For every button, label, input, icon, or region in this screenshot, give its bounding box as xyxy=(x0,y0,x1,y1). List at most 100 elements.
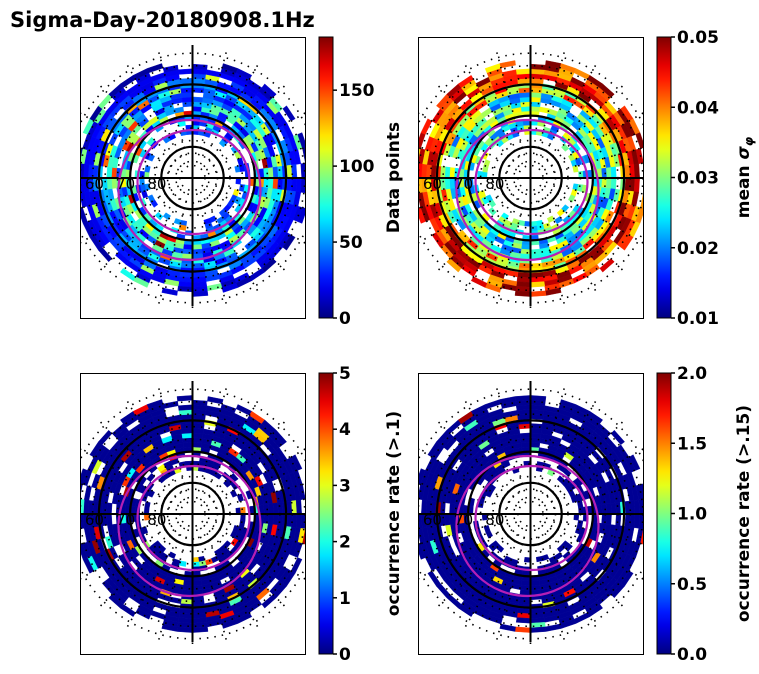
colorbar-tick-label: 150 xyxy=(339,81,375,101)
heatmap-cell xyxy=(520,584,531,591)
colorbar-label: Data points xyxy=(384,122,404,233)
heatmap-cell xyxy=(539,106,550,114)
heatmap-cell xyxy=(182,248,193,255)
heatmap-cell xyxy=(643,163,649,179)
heatmap-cell xyxy=(80,513,85,530)
heatmap-cell xyxy=(80,207,88,224)
heatmap-cell xyxy=(418,162,423,179)
heatmap-cell xyxy=(235,68,253,80)
heatmap-cell xyxy=(144,165,151,173)
heatmap-cell xyxy=(519,432,531,439)
heatmap-cell xyxy=(499,60,516,69)
heatmap-cell xyxy=(74,163,80,179)
heatmap-cell xyxy=(80,177,85,194)
heatmap-cell xyxy=(446,594,462,609)
heatmap-cell xyxy=(305,163,311,179)
heatmap-cell xyxy=(305,514,311,530)
heatmap-cell xyxy=(146,63,164,74)
heatmap-cell xyxy=(161,287,178,296)
plot-area: 60 70 80 xyxy=(74,379,311,649)
heatmap-cell xyxy=(192,561,200,568)
latitude-label: 80 xyxy=(485,175,504,193)
heatmap-cell xyxy=(176,395,193,402)
heatmap-cell xyxy=(182,101,193,108)
heatmap-cell xyxy=(444,166,451,179)
heatmap-cell xyxy=(587,411,603,424)
heatmap-cell xyxy=(192,626,209,633)
plot-area: 60 70 80 xyxy=(412,43,649,313)
colorbar-tick-label: 2.0 xyxy=(677,364,707,384)
heatmap-cell xyxy=(599,83,615,98)
heatmap-cell xyxy=(515,617,531,624)
latitude-label: 60 xyxy=(85,511,104,529)
heatmap-cell xyxy=(74,514,80,530)
heatmap-cell xyxy=(240,506,246,515)
axes-frame xyxy=(80,37,306,319)
heatmap-cell xyxy=(161,623,178,632)
axes-frame xyxy=(418,373,644,655)
heatmap-cell xyxy=(568,194,576,203)
heatmap-cell xyxy=(221,282,239,293)
heatmap-cell xyxy=(412,163,418,179)
heatmap-cell xyxy=(295,499,302,515)
heatmap-cell xyxy=(80,483,83,499)
heatmap-cell xyxy=(606,513,612,525)
heatmap-cell xyxy=(177,286,193,293)
heatmap-cell xyxy=(192,399,208,406)
heatmap-cell xyxy=(192,427,204,434)
heatmap-cell xyxy=(499,623,516,632)
heatmap-cell xyxy=(572,272,588,284)
colorbar: 0.01 0.02 0.03 0.04 0.05 mean σφ xyxy=(656,28,756,329)
colorbar-label: occurrence rate (>.1) xyxy=(384,411,404,616)
heatmap-cell xyxy=(192,96,204,103)
heatmap-cell xyxy=(530,626,547,633)
colorbar-gradient xyxy=(656,372,672,655)
heatmap-cell xyxy=(530,63,546,70)
latitude-label: 80 xyxy=(485,511,504,529)
heatmap-cell xyxy=(610,429,625,445)
heatmap-cell xyxy=(514,395,531,402)
colorbar-tick-label: 0.05 xyxy=(677,28,719,48)
heatmap-cell xyxy=(106,177,113,190)
colorbar-tick-label: 1 xyxy=(339,589,351,609)
heatmap-cell xyxy=(519,91,531,98)
colorbar-tick-label: 5 xyxy=(339,364,351,384)
heatmap-cell xyxy=(181,91,193,98)
heatmap-cell xyxy=(640,483,643,499)
latitude-label: 70 xyxy=(454,175,473,193)
heatmap-cell xyxy=(640,193,643,209)
heatmap-cell xyxy=(530,290,547,297)
colorbar-tick-label: 0 xyxy=(339,309,351,329)
colorbar-label: occurrence rate (>.15) xyxy=(734,405,754,622)
heatmap-cell xyxy=(436,583,451,599)
polar-panel-4: 60 70 80 0.0 0.5 1.0 1.5 2.0 occurrence rate (>.… xyxy=(418,364,754,665)
heatmap-cell xyxy=(520,437,531,444)
heatmap-cell xyxy=(272,429,287,445)
heatmap-cell xyxy=(282,105,296,122)
axes-frame xyxy=(80,373,306,655)
heatmap-cell xyxy=(530,281,546,288)
heatmap-cell xyxy=(530,584,541,591)
heatmap-cell xyxy=(181,427,193,434)
heatmap-cell xyxy=(192,290,209,297)
heatmap-cell xyxy=(628,454,641,471)
colorbar-tick-label: 1.0 xyxy=(677,505,707,525)
heatmap-cell xyxy=(483,525,491,533)
heatmap-cell xyxy=(418,513,423,530)
heatmap-cell xyxy=(236,493,244,502)
oval-equatorward-boundary xyxy=(455,454,600,598)
heatmap-cell xyxy=(192,248,203,255)
heatmap-cell xyxy=(98,247,113,263)
heatmap-cell xyxy=(520,101,531,108)
heatmap-cell xyxy=(263,503,270,515)
heatmap-cell xyxy=(80,468,88,485)
heatmap-cell xyxy=(139,177,145,186)
colorbar-tick-label: 4 xyxy=(339,420,351,440)
heatmap-cell xyxy=(610,166,617,179)
heatmap-cell xyxy=(261,594,277,609)
heatmap-cell xyxy=(610,583,625,599)
heatmap-cell xyxy=(272,166,279,179)
heatmap-cell xyxy=(192,584,203,591)
heatmap-cell xyxy=(514,290,531,297)
